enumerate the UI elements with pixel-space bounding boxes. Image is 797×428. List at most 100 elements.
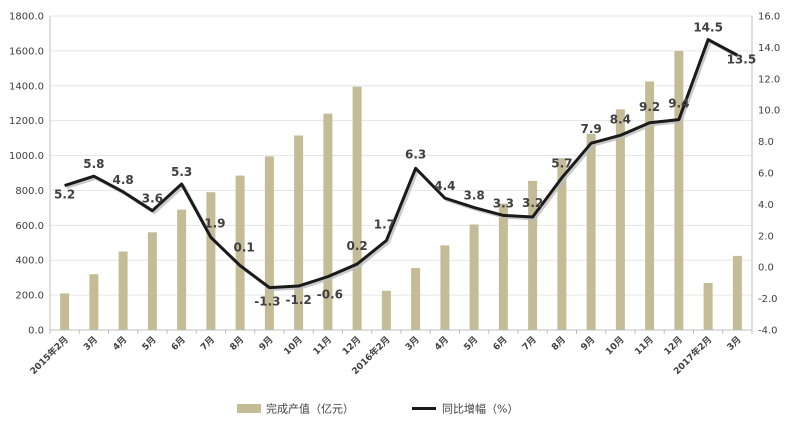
x-tick-label: 12月 [662,334,685,357]
bar [381,290,391,330]
x-tick-label: 7月 [198,334,217,353]
bar [294,135,304,330]
x-tick-label: 12月 [340,334,363,357]
bar [645,81,655,331]
right-tick-label: -4.0 [758,326,778,337]
right-tick-label: 10.0 [758,106,780,117]
bar [674,50,684,331]
x-tick-label: 3月 [403,334,422,353]
x-tick-label: 4月 [432,334,451,353]
bar [60,293,70,330]
data-label: 5.3 [171,165,192,179]
bar [235,175,245,330]
x-tick-label: 11月 [633,334,656,357]
x-tick-label: 6月 [169,334,188,353]
right-tick-label: 6.0 [758,169,774,180]
data-label: 4.4 [434,179,455,193]
bar [615,109,625,330]
left-tick-label: 200.0 [15,291,44,302]
x-tick-label: 9月 [579,334,598,353]
right-tick-label: 4.0 [758,200,774,211]
data-label: 1.9 [204,216,225,230]
x-tick-label: 10月 [603,334,626,357]
left-tick-label: 600.0 [15,221,44,232]
bar [703,282,713,330]
left-tick-label: 1800.0 [9,12,44,23]
growth-line [64,38,739,290]
data-label: 0.2 [346,239,367,253]
x-tick-label: 9月 [257,334,276,353]
data-label: 3.8 [463,189,484,203]
bar [586,133,596,330]
data-label: 5.8 [83,157,104,171]
legend-bar-label: 完成产值（亿元） [266,402,354,416]
data-label: 14.5 [693,21,723,35]
x-tick-label: 4月 [111,334,130,353]
right-tick-label: 2.0 [758,231,774,242]
x-tick-label: 5月 [462,334,481,353]
x-tick-label: 6月 [491,334,510,353]
data-labels: 5.2 5.8 4.8 3.6 5.3 1.9 0.1 -1.3 -1.2 -0.6 0.2 1.7 6… [54,21,756,309]
left-tick-label: 1000.0 [9,151,44,162]
bar-series [60,50,742,331]
left-tick-label: 1200.0 [9,116,44,127]
data-label: 6.3 [405,147,426,161]
bar [177,209,187,330]
bar [732,255,742,330]
data-label: -1.2 [286,293,312,307]
bar [352,86,362,331]
right-tick-label: 0.0 [758,263,774,274]
x-tick-label: 10月 [282,334,305,357]
data-label: 3.3 [493,196,514,210]
left-tick-label: 1400.0 [9,81,44,92]
data-label: 4.8 [112,173,133,187]
right-tick-label: 8.0 [758,137,774,148]
x-tick-label: 7月 [520,334,539,353]
data-label: 9.2 [639,100,660,114]
bar [411,268,421,330]
data-label: -0.6 [317,288,343,302]
right-tick-label: 12.0 [758,74,780,85]
data-label: 9.4 [668,97,689,111]
x-tick-label: 8月 [228,334,247,353]
left-tick-label: 800.0 [15,186,44,197]
line-series [64,38,741,292]
x-tick-label: 3月 [725,334,744,353]
x-tick-label: 11月 [311,334,334,357]
gridlines [50,15,752,296]
x-tick-label: 2015年2月 [27,334,70,377]
bar [557,158,567,330]
x-tick-label: 3月 [81,334,100,353]
right-tick-label: -2.0 [758,294,778,305]
right-tick-label: 16.0 [758,12,780,23]
data-label: -1.3 [254,295,280,309]
legend-line-label: 同比增幅（%） [442,402,518,416]
bar [498,203,508,330]
data-label: 13.5 [727,52,757,66]
left-tick-label: 400.0 [15,256,44,267]
bar [323,113,333,330]
right-tick-label: 14.0 [758,43,780,54]
bar [118,251,128,330]
bar [528,180,538,330]
data-label: 5.2 [54,188,75,202]
left-tick-label: 0.0 [28,326,44,337]
bar [440,245,450,330]
data-label: 7.9 [580,122,601,136]
legend-bar-swatch [237,404,261,413]
legend: 完成产值（亿元） 同比增幅（%） [237,402,518,416]
data-label: 8.4 [610,112,631,126]
x-tick-label: 5月 [140,334,159,353]
data-label: 3.6 [142,192,163,206]
data-label: 0.1 [233,241,254,255]
bar [89,274,99,330]
left-tick-label: 1600.0 [9,46,44,57]
data-label: 5.7 [551,157,572,171]
bar [469,224,479,330]
bar [206,192,216,330]
bar [147,232,157,330]
line-shadow [66,40,741,292]
bar [264,156,274,330]
